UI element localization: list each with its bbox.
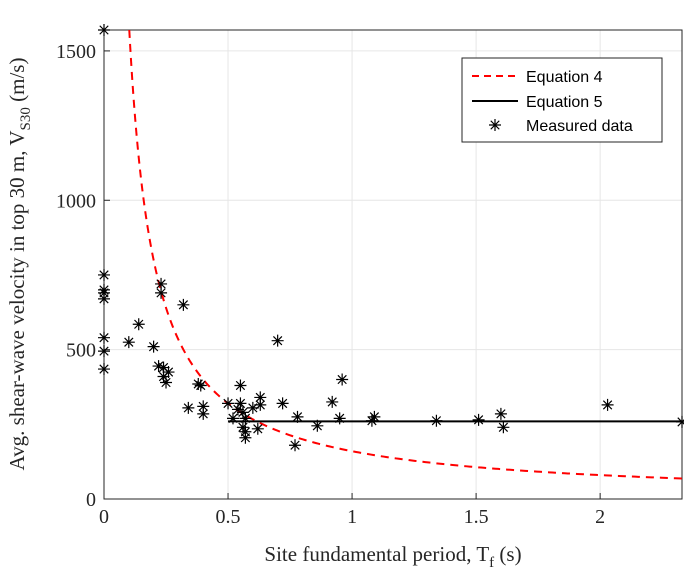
data-point [98, 345, 110, 358]
data-point [155, 277, 168, 290]
data-point [251, 422, 264, 435]
data-point [192, 377, 205, 390]
data-point [676, 415, 684, 428]
x-tick-label: 0.5 [216, 506, 241, 528]
data-point [311, 419, 324, 432]
data-point [494, 407, 507, 420]
data-point [601, 398, 614, 411]
data-point [333, 412, 346, 425]
data-point [182, 401, 195, 414]
legend-marker-asterisk [489, 119, 501, 131]
data-point [132, 318, 145, 331]
data-point [365, 414, 378, 427]
data-point [222, 397, 235, 410]
data-point [234, 397, 247, 410]
data-point [98, 24, 110, 36]
data-point [155, 286, 168, 299]
data-point [236, 406, 249, 419]
data-point [246, 401, 259, 414]
data-point [236, 421, 249, 434]
data-point [197, 407, 210, 420]
data-point [157, 370, 170, 383]
measured-data-series [98, 24, 684, 452]
data-point [271, 334, 284, 347]
data-point [289, 439, 302, 452]
x-tick-label: 1.5 [464, 506, 489, 528]
data-point [98, 268, 110, 281]
data-point [98, 363, 110, 376]
data-point [336, 373, 349, 386]
x-tick-label: 1 [347, 506, 357, 528]
data-point [430, 414, 443, 427]
data-point [177, 298, 190, 311]
data-point [254, 398, 267, 411]
y-tick-label: 0 [86, 489, 96, 511]
data-point [326, 395, 339, 408]
legend-label-equation-4: Equation 4 [526, 69, 603, 86]
data-point [239, 412, 252, 425]
data-point [157, 361, 170, 374]
data-point [472, 413, 485, 426]
y-tick-label: 1500 [56, 41, 96, 63]
data-point [254, 391, 267, 404]
data-point [276, 397, 289, 410]
data-point [231, 403, 244, 416]
data-point [234, 379, 247, 392]
data-point [197, 400, 210, 413]
y-tick-label: 1000 [56, 190, 96, 212]
x-tick-label: 2 [595, 506, 605, 528]
data-point [98, 292, 110, 305]
data-point [162, 366, 175, 379]
x-axis-label: Site fundamental period, Tf (s) [264, 542, 521, 571]
legend-swatch-measured-data [489, 119, 501, 131]
axis-ticks: 0 0.5 1 1.5 2 0 500 1000 1500 [56, 41, 605, 528]
data-point [368, 410, 381, 423]
data-point [122, 336, 135, 349]
legend: Equation 4 Equation 5 Measured data [461, 57, 663, 143]
x-tick-label: 0 [99, 506, 109, 528]
plot-area [103, 29, 683, 500]
y-tick-label: 500 [66, 340, 96, 362]
legend-label-measured-data: Measured data [526, 118, 633, 135]
legend-label-equation-5: Equation 5 [526, 94, 603, 111]
data-point [226, 412, 239, 425]
y-axis-label: Avg. shear-wave velocity in top 30 m, VS… [5, 58, 34, 471]
data-point [239, 431, 252, 444]
data-point [147, 340, 160, 353]
data-point [98, 331, 110, 344]
data-point [152, 360, 165, 373]
data-point [160, 376, 173, 389]
data-point [194, 379, 207, 392]
data-point [291, 410, 304, 423]
data-point [497, 421, 510, 434]
